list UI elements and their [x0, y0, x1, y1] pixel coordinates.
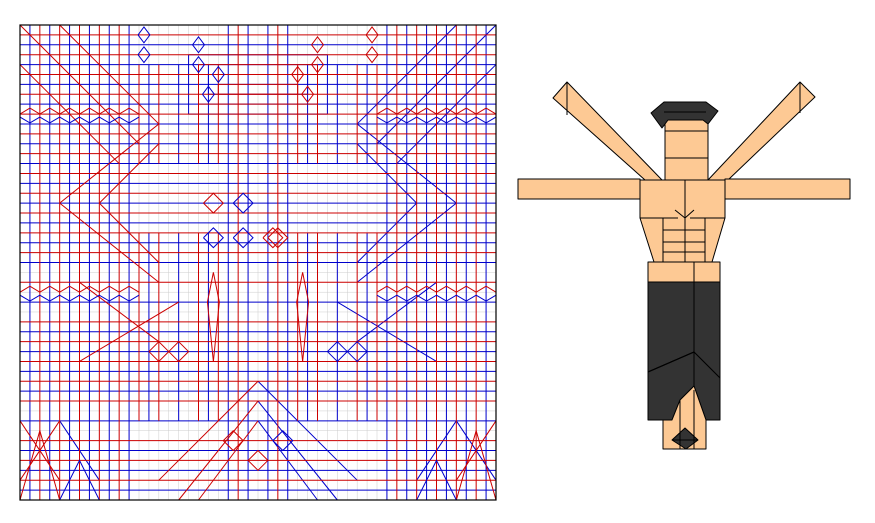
diagonal-crease	[19, 64, 120, 164]
flap-diamond	[327, 340, 348, 363]
paper-border	[19, 24, 497, 501]
pleat-zigzag	[19, 294, 140, 302]
horizontal-right-arm	[724, 178, 851, 200]
diagonal-crease	[59, 123, 160, 204]
diagonal-crease	[198, 420, 259, 501]
flap-diamond	[247, 449, 269, 472]
horizontal-left-arm	[517, 178, 641, 200]
pleat-zigzag	[19, 285, 140, 293]
pleat-zigzag	[19, 107, 140, 115]
flap-diamond	[262, 227, 284, 249]
lens-crease	[302, 272, 310, 362]
pleat-zigzag	[19, 116, 140, 124]
flap-diamond	[232, 192, 254, 214]
lens-crease	[212, 272, 220, 362]
hair	[650, 101, 719, 129]
corner-fan	[59, 459, 100, 501]
crease-pattern	[19, 24, 497, 501]
head-diamond	[137, 26, 151, 44]
torso	[639, 179, 726, 263]
pleat-zigzag	[376, 116, 497, 124]
diagonal-crease	[356, 202, 457, 283]
flap-diamond	[346, 340, 368, 363]
flap-diamond	[203, 227, 224, 249]
feet	[662, 385, 707, 450]
head-diamond	[192, 36, 206, 54]
raised-right-arm	[707, 81, 816, 181]
diagonal-crease	[19, 24, 140, 145]
diagonal-crease	[98, 202, 160, 263]
head-diamond	[311, 36, 325, 54]
diagonal-crease	[79, 301, 179, 362]
head-diamond	[211, 65, 225, 84]
diagonal-crease	[257, 380, 358, 481]
diagonal-crease	[257, 400, 338, 501]
raised-left-arm	[552, 81, 663, 181]
diagonal-crease	[158, 380, 259, 481]
diagonal-crease	[455, 420, 497, 481]
pleat-zigzag	[376, 294, 497, 302]
pleat-zigzag	[376, 285, 497, 293]
folded-model	[517, 81, 851, 450]
head-diamond	[311, 55, 325, 74]
head-diamond	[365, 26, 379, 44]
diagonal-crease	[98, 143, 160, 204]
pleat-zigzag	[376, 107, 497, 115]
diagonal-crease	[337, 301, 437, 362]
flap-diamond	[232, 227, 254, 249]
head-diamond	[137, 45, 151, 64]
head-diamond	[192, 55, 206, 74]
corner-fan	[19, 428, 61, 501]
flap-diamond	[203, 192, 224, 214]
crease-details	[19, 26, 497, 501]
diagonal-crease	[59, 202, 160, 283]
head-diamond	[301, 85, 315, 104]
diagonal-crease	[356, 123, 457, 204]
waist	[647, 261, 721, 283]
pants	[647, 281, 721, 421]
diagonal-crease	[19, 420, 61, 481]
head	[650, 101, 719, 181]
diagonal-crease	[79, 281, 160, 343]
corner-fan	[455, 428, 497, 501]
diagonal-crease	[178, 400, 259, 501]
corner-fan	[416, 459, 457, 501]
head-diamond	[202, 85, 215, 104]
flap-diamond	[222, 430, 244, 452]
head-diamond	[291, 65, 305, 84]
lens-crease	[206, 272, 214, 362]
flap-diamond	[272, 430, 294, 452]
diagonal-crease	[59, 24, 160, 125]
lens-crease	[296, 272, 304, 362]
head-diamond	[365, 45, 379, 64]
flap-diamond	[267, 227, 289, 249]
flap-diamond	[168, 340, 190, 363]
